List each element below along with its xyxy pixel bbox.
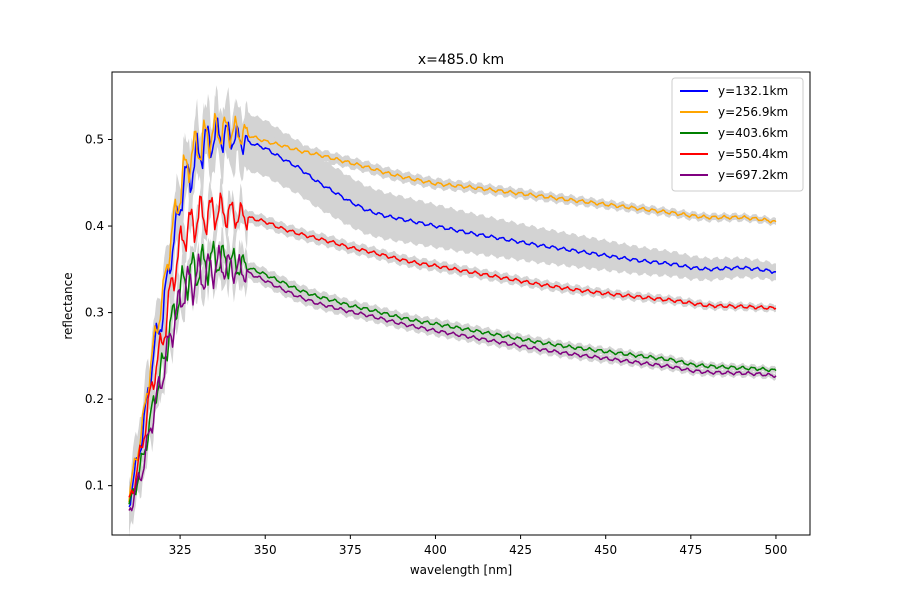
- y-tick-label: 0.4: [85, 219, 104, 233]
- legend-entry-label: y=550.4km: [718, 147, 788, 161]
- x-tick-label: 350: [254, 543, 277, 557]
- y-axis-label: reflectance: [61, 272, 75, 339]
- series-line-5: [128, 244, 777, 512]
- chart-title: x=485.0 km: [418, 52, 504, 68]
- x-tick-label: 325: [169, 543, 192, 557]
- legend: y=132.1km y=256.9km y=403.6km y=550.4km y=69…: [671, 77, 804, 192]
- legend-entry-label: y=132.1km: [718, 84, 788, 98]
- x-tick-label: 475: [679, 543, 702, 557]
- x-tick-label: 400: [424, 543, 447, 557]
- x-tick-label: 500: [764, 543, 787, 557]
- legend-box: [671, 77, 804, 192]
- legend-entry-label: y=256.9km: [718, 105, 788, 119]
- y-tick-label: 0.3: [85, 306, 104, 320]
- x-tick-label: 375: [339, 543, 362, 557]
- y-tick-label: 0.2: [85, 392, 104, 406]
- y-tick-label: 0.5: [85, 133, 104, 147]
- legend-entry-label: y=697.2km: [718, 168, 788, 182]
- axes-frame: [111, 71, 811, 536]
- x-axis-label: wavelength [nm]: [410, 563, 512, 577]
- series-line-1: [128, 117, 777, 508]
- series-line-2: [128, 112, 777, 503]
- plot-area: [128, 85, 777, 538]
- x-tick-label: 450: [594, 543, 617, 557]
- series-line-3: [128, 240, 777, 505]
- series-line-4: [128, 192, 777, 498]
- x-tick-label: 425: [509, 543, 532, 557]
- legend-entry-label: y=403.6km: [718, 126, 788, 140]
- axes: 325 350 375 400 425 450 475 500 0.1 0.2 0.3 0.4 0.5: [85, 71, 811, 557]
- y-tick-label: 0.1: [85, 479, 104, 493]
